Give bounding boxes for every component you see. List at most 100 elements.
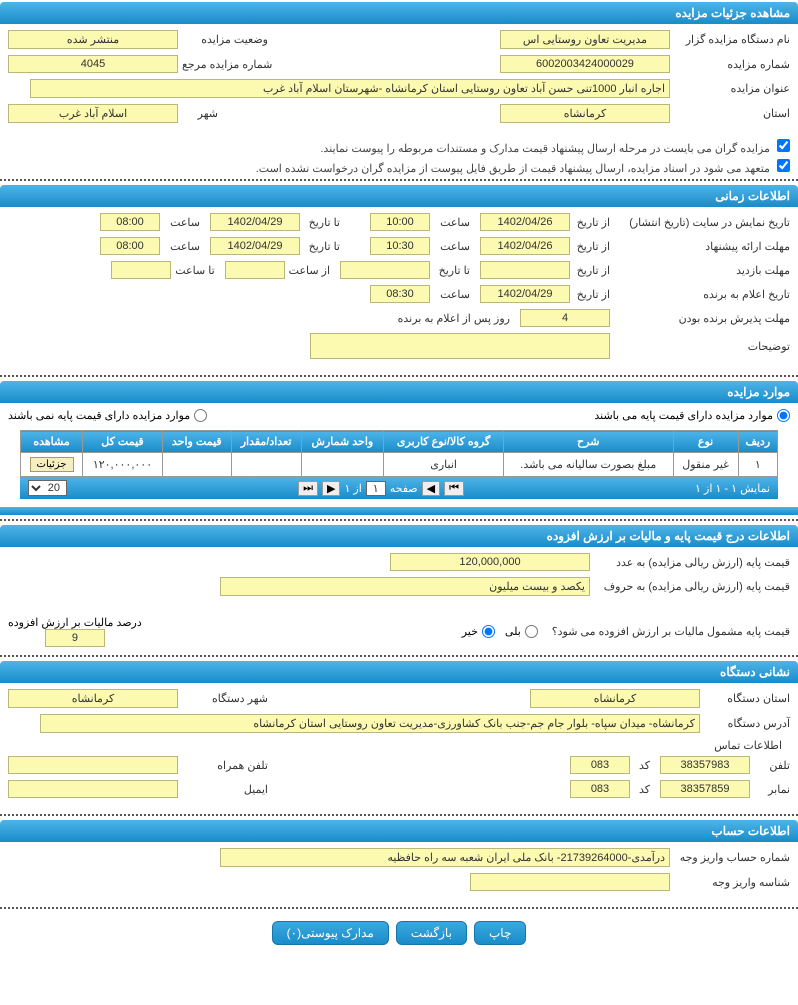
radio-vat-no[interactable] (482, 625, 495, 638)
acc-value: درآمدی-21739264000- بانک ملی ایران شعبه … (220, 848, 670, 867)
cell-type: غیر منقول (673, 453, 738, 477)
col-unit: واحد شمارش (301, 431, 384, 453)
section-details-header: مشاهده جزئیات مزایده (0, 2, 798, 24)
city-value: اسلام آباد غرب (8, 104, 178, 123)
ref-label: شماره مزایده مرجع (178, 58, 272, 71)
vat-pct-label: درصد مالیات بر ارزش افزوده (8, 616, 142, 629)
pager-page-label: صفحه (390, 482, 418, 495)
status-value: منتشر شده (8, 30, 178, 49)
from-date-lbl4: از تاریخ (570, 288, 610, 301)
vat-q-label: قیمت پایه مشمول مالیات بر ارزش افزوده می… (548, 625, 790, 638)
check1-text: مزایده گران می بایست در مرحله ارسال پیشن… (320, 143, 770, 155)
r2-from-date: 1402/04/26 (480, 237, 570, 255)
pager-last[interactable]: ⏭ (298, 481, 318, 496)
has-base-no-label: موارد مزایده دارای قیمت پایه نمی باشند (8, 409, 190, 422)
offer-label: مهلت ارائه پیشنهاد (610, 240, 790, 253)
col-total: قیمت کل (83, 431, 163, 453)
vat-pct-value: 9 (45, 629, 105, 647)
time-lbl1b: ساعت (160, 216, 200, 229)
divider3 (0, 519, 798, 521)
org-city-label: شهر دستگاه (178, 692, 268, 705)
pager-bar: نمایش ۱ - ۱ از ۱ ⏮ ◀ صفحه ۱ از ۱ ▶ ⏭ 20 (20, 477, 778, 499)
from-time-lbl3: از ساعت (285, 264, 330, 277)
publish-label: تاریخ نمایش در سایت (تاریخ انتشار) (610, 216, 790, 229)
back-button[interactable]: بازگشت (396, 921, 467, 945)
vat-no-label: خیر (462, 625, 478, 638)
r3-to-time (111, 261, 171, 279)
to-date-lbl1: تا تاریخ (300, 216, 340, 229)
check2[interactable] (777, 159, 790, 172)
radio-vat-yes[interactable] (525, 625, 538, 638)
cell-qty (231, 453, 301, 477)
from-date-lbl1: از تاریخ (570, 216, 610, 229)
r1-from-time: 10:00 (370, 213, 430, 231)
city-label: شهر (178, 107, 218, 120)
section-account-header: اطلاعات حساب (0, 820, 798, 842)
phone-code-value: 083 (570, 756, 630, 774)
r1-from-date: 1402/04/26 (480, 213, 570, 231)
col-unit-price: قیمت واحد (162, 431, 231, 453)
pager-next[interactable]: ▶ (322, 481, 340, 496)
attach-button[interactable]: مدارک پیوستی(۰) (272, 921, 389, 945)
divider1 (0, 179, 798, 181)
r3-to-date (340, 261, 430, 279)
table-row: ۱ غیر منقول مبلغ بصورت سالیانه می باشد. … (21, 453, 778, 477)
title-value: اجاره انبار 1000تنی حسن آباد تعاون روستا… (30, 79, 670, 98)
email-label: ایمیل (178, 783, 268, 796)
section-timing-body: تاریخ نمایش در سایت (تاریخ انتشار) از تا… (0, 207, 798, 371)
col-row: ردیف (738, 431, 777, 453)
radio-has-base-no[interactable] (194, 409, 207, 422)
fax-code-label: کد (630, 783, 650, 796)
pager-first[interactable]: ⏮ (444, 481, 464, 496)
org-province-value: کرمانشاه (530, 689, 700, 708)
notes-value (310, 333, 610, 359)
divider2 (0, 375, 798, 377)
col-qty: تعداد/مقدار (231, 431, 301, 453)
from-date-lbl2: از تاریخ (570, 240, 610, 253)
section-account-body: شماره حساب واریز وجه درآمدی-21739264000-… (0, 842, 798, 903)
divider5 (0, 814, 798, 816)
section-pricing-body: قیمت پایه (ارزش ریالی مزایده) به عدد 120… (0, 547, 798, 608)
section-pricing-header: اطلاعات درج قیمت پایه و مالیات بر ارزش ا… (0, 525, 798, 547)
cell-row: ۱ (738, 453, 777, 477)
email-value (8, 780, 178, 798)
r3-from-date (480, 261, 570, 279)
section-timing-header: اطلاعات زمانی (0, 185, 798, 207)
r1-to-date: 1402/04/29 (210, 213, 300, 231)
status-label: وضعیت مزایده (178, 33, 268, 46)
section-org-body: استان دستگاه کرمانشاه شهر دستگاه کرمانشا… (0, 683, 798, 810)
col-desc: شرح (503, 431, 673, 453)
number-label: شماره مزایده (670, 58, 790, 71)
section-items-header: موارد مزایده (0, 381, 798, 403)
cell-unit (301, 453, 384, 477)
acc-label: شماره حساب واریز وجه (670, 851, 790, 864)
r4-from-date: 1402/04/29 (480, 285, 570, 303)
pager-size-select[interactable]: 20 (28, 480, 67, 496)
province-label: استان (670, 107, 790, 120)
blue-bar1 (0, 507, 798, 515)
cell-total: ۱۲۰,۰۰۰,۰۰۰ (83, 453, 163, 477)
r2-to-date: 1402/04/29 (210, 237, 300, 255)
check2-row: متعهد می شود در اسناد مزایده، ارسال پیشن… (8, 159, 790, 175)
section-details-body: نام دستگاه مزایده گزار مدیریت تعاون روست… (0, 24, 798, 135)
base-text-label: قیمت پایه (ارزش ریالی مزایده) به حروف (590, 580, 790, 593)
check2-text: متعهد می شود در اسناد مزایده، ارسال پیشن… (256, 163, 770, 175)
time-lbl1a: ساعت (430, 216, 470, 229)
province-value: کرمانشاه (500, 104, 670, 123)
cell-desc: مبلغ بصورت سالیانه می باشد. (503, 453, 673, 477)
time-lbl2a: ساعت (430, 240, 470, 253)
check1[interactable] (777, 139, 790, 152)
accept-label: مهلت پذیرش برنده بودن (610, 312, 790, 325)
col-type: نوع (673, 431, 738, 453)
org-city-value: کرمانشاه (8, 689, 178, 708)
pager-prev[interactable]: ◀ (422, 481, 440, 496)
title-label: عنوان مزایده (670, 82, 790, 95)
print-button[interactable]: چاپ (474, 921, 526, 945)
items-table: ردیف نوع شرح گروه کالا/نوع کاربری واحد ش… (20, 430, 778, 477)
winner-label: تاریخ اعلام به برنده (610, 288, 790, 301)
action-bar: چاپ بازگشت مدارک پیوستی(۰) (0, 913, 798, 953)
pager-display: نمایش ۱ - ۱ از ۱ (695, 482, 770, 495)
detail-button[interactable]: جزئیات (30, 457, 74, 472)
radio-has-base-yes[interactable] (777, 409, 790, 422)
contact-title: اطلاعات تماس (16, 739, 782, 752)
